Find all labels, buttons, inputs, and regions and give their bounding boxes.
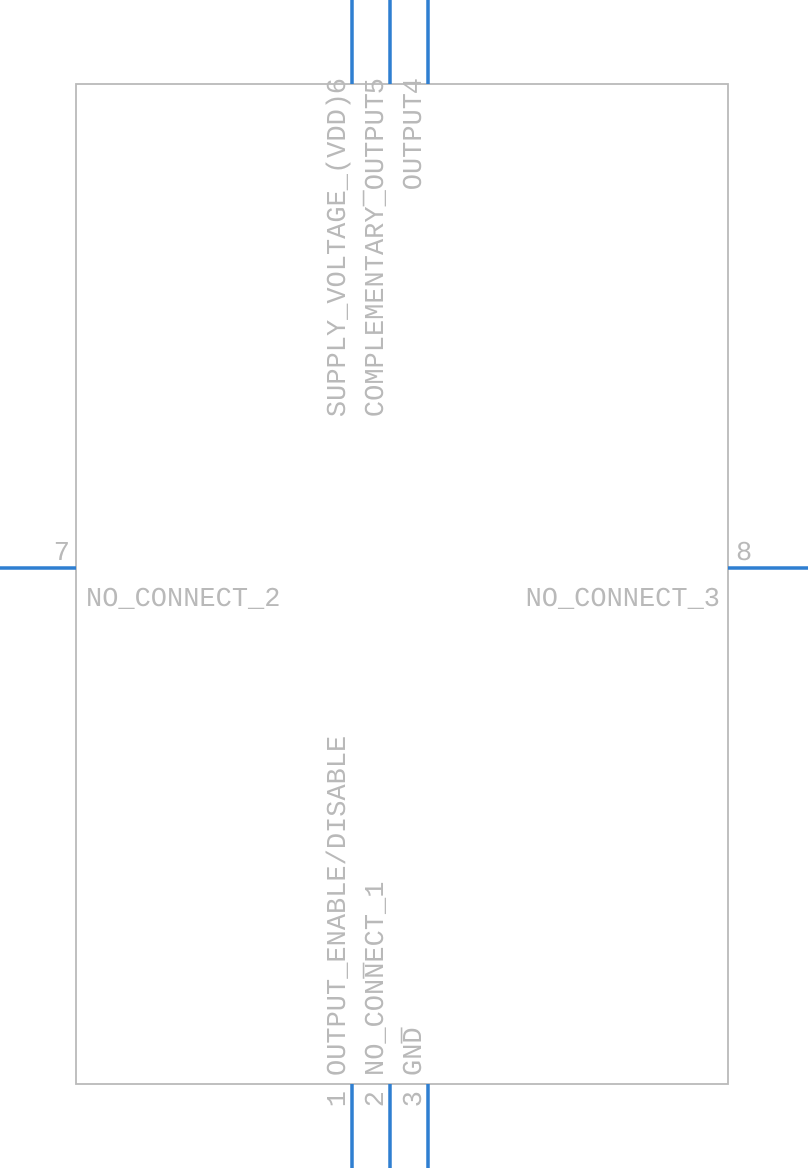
- pin-4-label: OUTPUT: [400, 93, 430, 190]
- component-body: [76, 84, 728, 1084]
- pin-5-number: 5: [362, 78, 392, 94]
- pin-3-number: 3: [400, 1091, 430, 1107]
- pin-6-number: 6: [324, 78, 354, 94]
- pin-7-label: NO_CONNECT_2: [86, 585, 280, 615]
- pin-3-label: GND: [400, 1027, 430, 1076]
- pin-1-label: OUTPUT_ENABLE/DISABLE: [324, 736, 354, 1076]
- pin-2-number: 2: [362, 1091, 392, 1107]
- pin-8-number: 8: [736, 539, 752, 569]
- pin-6-label: SUPPLY_VOLTAGE_(VDD): [324, 93, 354, 417]
- pin-8-label: NO_CONNECT_3: [526, 585, 720, 615]
- pin-5-label: COMPLEMENTARY_OUTPUT: [362, 93, 392, 417]
- pin-4-number: 4: [400, 78, 430, 94]
- pin-7-number: 7: [54, 539, 70, 569]
- pin-2-label: NO_CONNECT_1: [362, 882, 392, 1076]
- pin-1-number: 1: [324, 1091, 354, 1107]
